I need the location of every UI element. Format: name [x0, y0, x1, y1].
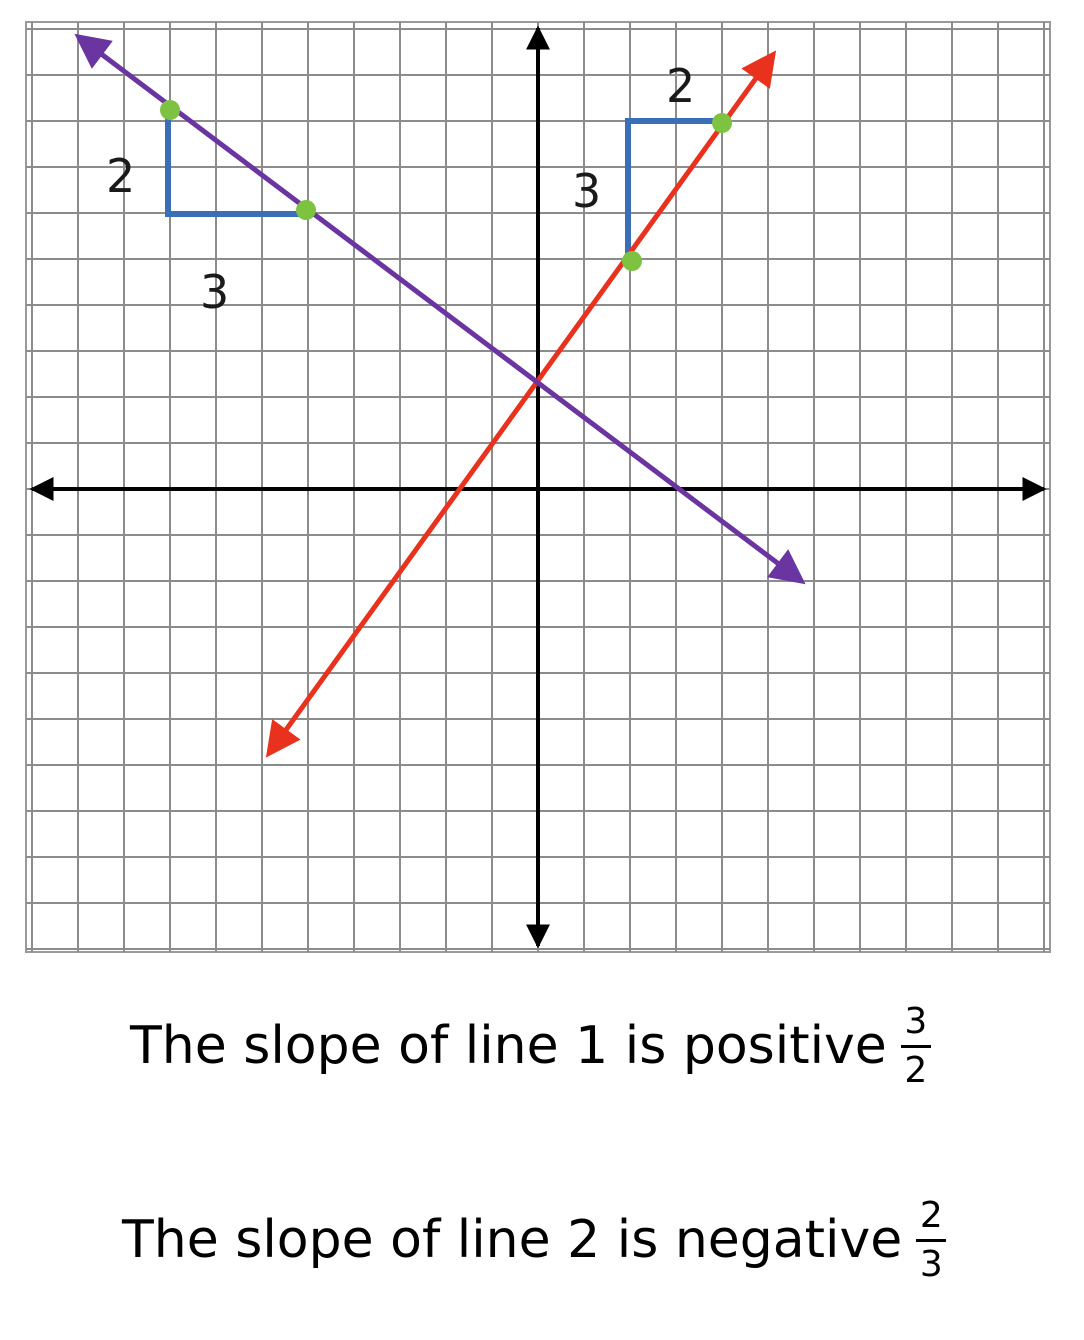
line2-run-label: 3 — [200, 265, 229, 319]
line2-numerator: 2 — [919, 1195, 943, 1236]
line1-denominator: 2 — [904, 1049, 928, 1091]
line2-denominator: 3 — [919, 1243, 943, 1285]
coordinate-graph: 2 3 2 3 — [25, 21, 1051, 953]
line2-slope-text: The slope of line 2 is negative — [122, 1210, 903, 1271]
fraction-bar — [900, 1044, 931, 1048]
line1-numerator: 3 — [904, 1001, 928, 1042]
line2-purple — [74, 33, 806, 585]
line1-run-label: 2 — [666, 59, 695, 113]
line2-point-b — [296, 200, 316, 220]
line1-point-a — [622, 251, 642, 271]
line1-slope-fraction: 3 2 — [900, 1001, 931, 1091]
line2-point-a — [160, 100, 180, 120]
line2-slope-fraction: 2 3 — [916, 1195, 947, 1285]
line1-slope-text: The slope of line 1 is positive — [130, 1016, 887, 1077]
line1-point-b — [712, 113, 732, 133]
fraction-bar — [916, 1238, 947, 1242]
line2-slope-statement: The slope of line 2 is negative 2 3 — [122, 1195, 947, 1285]
line1-slope-statement: The slope of line 1 is positive 3 2 — [130, 1002, 931, 1090]
line2-rise-label: 2 — [106, 149, 135, 203]
line1-rise-label: 3 — [572, 164, 601, 218]
